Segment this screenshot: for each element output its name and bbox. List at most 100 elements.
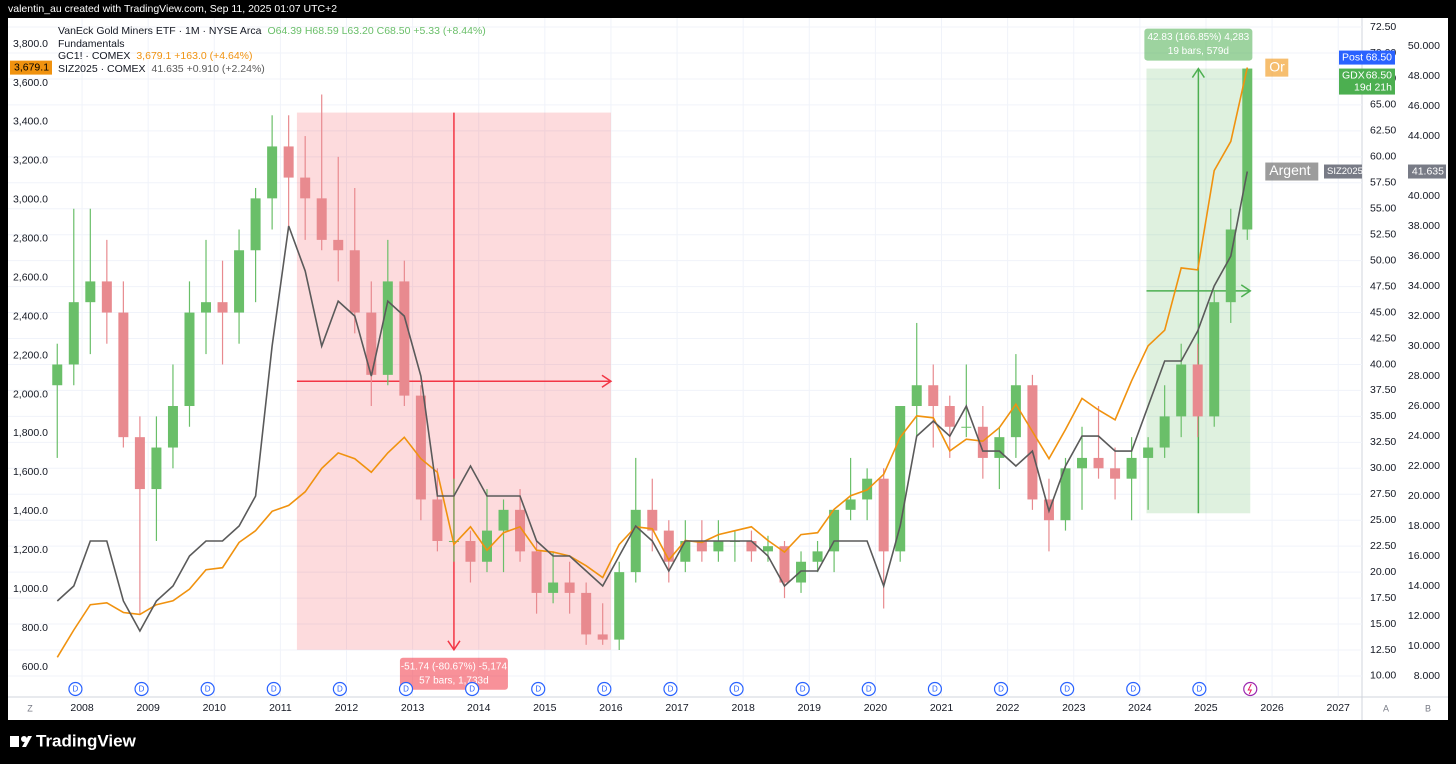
dividend-marker — [266, 681, 281, 697]
candle-body — [1159, 416, 1170, 448]
x-tick-label: 2019 — [798, 702, 822, 714]
candle-body — [663, 530, 674, 562]
candle-body — [762, 546, 773, 552]
dividend-marker — [795, 681, 810, 697]
candle-body — [234, 250, 245, 313]
candle-body — [201, 302, 212, 313]
candle-body — [779, 546, 790, 583]
dividend-label: D — [73, 685, 79, 694]
y3-tick-label: 18.000 — [1408, 520, 1440, 532]
candle-body — [184, 312, 195, 407]
dividend-marker — [993, 681, 1009, 697]
candle-body — [977, 426, 988, 458]
y3-tick-label: 50.000 — [1408, 40, 1440, 52]
candle-body — [647, 509, 658, 531]
candle-body — [432, 499, 443, 541]
y2-tick-label: 800.0 — [22, 622, 48, 634]
y-tick-label: 30.00 — [1370, 462, 1396, 474]
x-tick-label: 2012 — [335, 702, 359, 714]
candle-body — [399, 281, 410, 396]
candle-body — [911, 385, 922, 407]
x-tick-label: 2010 — [203, 702, 227, 714]
legend-value: O64.39 H68.59 L63.20 C68.50 +5.33 (+8.44… — [267, 25, 485, 37]
y2-tick-label: 3,600.0 — [13, 77, 48, 89]
y-tick-label: 12.50 — [1370, 644, 1396, 656]
candle-body — [1126, 457, 1137, 479]
dividend-label: D — [932, 685, 938, 694]
chart-panel — [8, 18, 1448, 720]
x-tick-label: 2020 — [864, 702, 888, 714]
brand: TradingView — [36, 731, 137, 750]
y3-tick-label: 14.000 — [1408, 580, 1440, 592]
dividend-label: D — [535, 685, 541, 694]
x-tick-label: 2015 — [533, 702, 557, 714]
legend-entry: SIZ2025 · COMEX 41.635 +0.910 (+2.24%) — [58, 63, 265, 75]
dividend-marker — [1126, 681, 1141, 697]
x-tick-label: 2025 — [1194, 702, 1218, 714]
y3-tick-label: 26.000 — [1408, 400, 1440, 412]
axis-button[interactable]: B — [1425, 703, 1431, 713]
series-label: Argent — [1269, 162, 1310, 178]
y3-tick-label: 22.000 — [1408, 460, 1440, 472]
y-tick-label: 22.50 — [1370, 540, 1396, 552]
y-tick-label: 37.50 — [1370, 384, 1396, 396]
y3-tick-label: 24.000 — [1408, 430, 1440, 442]
candle-body — [1192, 364, 1203, 417]
x-tick-label: 2023 — [1062, 702, 1086, 714]
candle-body — [1110, 468, 1121, 479]
dividend-marker — [1060, 681, 1075, 697]
dividend-marker — [663, 681, 678, 697]
dividend-label: D — [800, 685, 806, 694]
candle-body — [68, 302, 79, 365]
y3-tick-label: 44.000 — [1408, 130, 1440, 142]
y-tick-label: 17.50 — [1370, 592, 1396, 604]
candle-body — [994, 437, 1005, 458]
candle-body — [250, 198, 261, 251]
y-tick-label: 42.50 — [1370, 332, 1396, 344]
y-tick-label: 15.00 — [1370, 618, 1396, 630]
price-tag — [1339, 68, 1395, 95]
dividend-label: D — [403, 685, 409, 694]
y3-tick-label: 36.000 — [1408, 250, 1440, 262]
series-line — [56, 67, 1249, 658]
event-icon — [1247, 683, 1253, 695]
candle-body — [151, 447, 162, 490]
candle-body — [85, 281, 96, 303]
candle-body — [101, 281, 112, 313]
y2-tick-label: 1,200.0 — [13, 544, 48, 556]
y2-tick-label: 2,000.0 — [13, 388, 48, 400]
series-label: Or — [1269, 58, 1285, 74]
y-tick-label: 47.50 — [1370, 280, 1396, 292]
legend-name: GC1! · COMEX — [58, 50, 130, 62]
axis-button[interactable]: A — [1383, 703, 1389, 713]
x-tick-label: 2018 — [732, 702, 756, 714]
dividend-marker — [465, 681, 480, 697]
dividend-label: D — [337, 685, 343, 694]
y3-tick-label: 34.000 — [1408, 280, 1440, 292]
dividend-label: D — [866, 685, 872, 694]
price-tag-label: 41.635 — [1412, 165, 1444, 177]
candle-body — [267, 146, 278, 199]
candle-body — [564, 582, 575, 593]
measure-label: 19 bars, 579d — [1168, 46, 1229, 57]
axis-button[interactable]: Z — [27, 703, 33, 713]
measure-arrowhead — [447, 640, 461, 652]
series-line — [56, 171, 1249, 633]
dividend-marker — [332, 681, 347, 697]
dividend-label: D — [1064, 685, 1070, 694]
x-tick-label: 2016 — [599, 702, 623, 714]
candle-body — [895, 406, 906, 552]
y3-tick-label: 16.000 — [1408, 550, 1440, 562]
measure-label-box — [399, 657, 508, 690]
candle-body — [746, 540, 757, 552]
candle-body — [928, 385, 939, 407]
candle-body — [531, 551, 542, 593]
candle-body — [1077, 457, 1088, 469]
candle-body — [498, 509, 509, 531]
candle-body — [812, 551, 823, 562]
legend-value: 41.635 +0.910 (+2.24%) — [152, 63, 265, 75]
price-tag-label: 68.50 — [1366, 69, 1392, 81]
y-tick-label: 10.00 — [1370, 670, 1396, 682]
